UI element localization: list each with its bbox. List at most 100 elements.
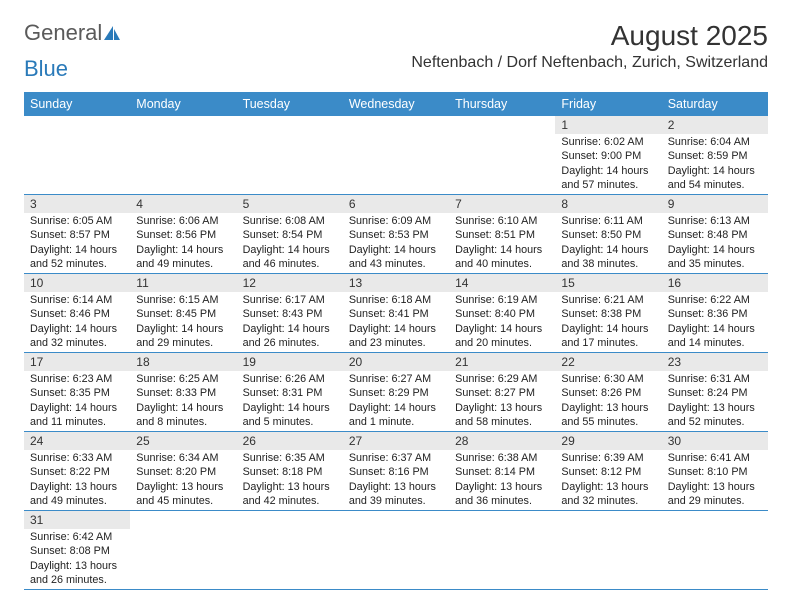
day-detail: Sunrise: 6:23 AMSunset: 8:35 PMDaylight:… [24,371,130,431]
weekday-header: Friday [555,92,661,116]
day-number: 7 [449,195,555,213]
calendar-cell: 22Sunrise: 6:30 AMSunset: 8:26 PMDayligh… [555,353,661,432]
calendar-cell: 3Sunrise: 6:05 AMSunset: 8:57 PMDaylight… [24,195,130,274]
day-detail: Sunrise: 6:42 AMSunset: 8:08 PMDaylight:… [24,529,130,589]
day-detail: Sunrise: 6:14 AMSunset: 8:46 PMDaylight:… [24,292,130,352]
calendar-cell: 25Sunrise: 6:34 AMSunset: 8:20 PMDayligh… [130,432,236,511]
day-number: 15 [555,274,661,292]
calendar-cell: 30Sunrise: 6:41 AMSunset: 8:10 PMDayligh… [662,432,768,511]
calendar-row: 3Sunrise: 6:05 AMSunset: 8:57 PMDaylight… [24,195,768,274]
weekday-header-row: SundayMondayTuesdayWednesdayThursdayFrid… [24,92,768,116]
brand-text-1: General [24,20,102,46]
day-detail: Sunrise: 6:09 AMSunset: 8:53 PMDaylight:… [343,213,449,273]
day-number: 25 [130,432,236,450]
weekday-header: Saturday [662,92,768,116]
calendar-cell: 12Sunrise: 6:17 AMSunset: 8:43 PMDayligh… [237,274,343,353]
day-number: 17 [24,353,130,371]
day-detail: Sunrise: 6:05 AMSunset: 8:57 PMDaylight:… [24,213,130,273]
calendar-row: 17Sunrise: 6:23 AMSunset: 8:35 PMDayligh… [24,353,768,432]
day-number: 16 [662,274,768,292]
sail-icon [102,24,122,42]
day-number: 24 [24,432,130,450]
day-detail: Sunrise: 6:26 AMSunset: 8:31 PMDaylight:… [237,371,343,431]
day-number: 26 [237,432,343,450]
weekday-header: Thursday [449,92,555,116]
day-detail: Sunrise: 6:10 AMSunset: 8:51 PMDaylight:… [449,213,555,273]
calendar-cell: 1Sunrise: 6:02 AMSunset: 9:00 PMDaylight… [555,116,661,195]
weekday-header: Tuesday [237,92,343,116]
day-detail: Sunrise: 6:25 AMSunset: 8:33 PMDaylight:… [130,371,236,431]
calendar-cell: 27Sunrise: 6:37 AMSunset: 8:16 PMDayligh… [343,432,449,511]
day-detail: Sunrise: 6:37 AMSunset: 8:16 PMDaylight:… [343,450,449,510]
day-number: 4 [130,195,236,213]
location-text: Neftenbach / Dorf Neftenbach, Zurich, Sw… [411,54,768,72]
title-block: August 2025 Neftenbach / Dorf Neftenbach… [411,20,768,72]
day-detail: Sunrise: 6:21 AMSunset: 8:38 PMDaylight:… [555,292,661,352]
calendar-cell-empty [130,116,236,195]
weekday-header: Monday [130,92,236,116]
day-number: 18 [130,353,236,371]
day-detail: Sunrise: 6:17 AMSunset: 8:43 PMDaylight:… [237,292,343,352]
day-detail: Sunrise: 6:34 AMSunset: 8:20 PMDaylight:… [130,450,236,510]
calendar-cell: 31Sunrise: 6:42 AMSunset: 8:08 PMDayligh… [24,511,130,590]
day-number: 9 [662,195,768,213]
calendar-cell: 7Sunrise: 6:10 AMSunset: 8:51 PMDaylight… [449,195,555,274]
day-detail: Sunrise: 6:39 AMSunset: 8:12 PMDaylight:… [555,450,661,510]
calendar-cell: 9Sunrise: 6:13 AMSunset: 8:48 PMDaylight… [662,195,768,274]
day-number: 12 [237,274,343,292]
calendar-cell: 29Sunrise: 6:39 AMSunset: 8:12 PMDayligh… [555,432,661,511]
day-number: 20 [343,353,449,371]
weekday-header: Sunday [24,92,130,116]
day-detail: Sunrise: 6:33 AMSunset: 8:22 PMDaylight:… [24,450,130,510]
day-detail: Sunrise: 6:38 AMSunset: 8:14 PMDaylight:… [449,450,555,510]
calendar-table: SundayMondayTuesdayWednesdayThursdayFrid… [24,92,768,590]
day-number: 29 [555,432,661,450]
day-number: 19 [237,353,343,371]
calendar-cell: 4Sunrise: 6:06 AMSunset: 8:56 PMDaylight… [130,195,236,274]
day-detail: Sunrise: 6:06 AMSunset: 8:56 PMDaylight:… [130,213,236,273]
day-number: 14 [449,274,555,292]
day-number: 22 [555,353,661,371]
day-number: 23 [662,353,768,371]
calendar-cell: 5Sunrise: 6:08 AMSunset: 8:54 PMDaylight… [237,195,343,274]
day-detail: Sunrise: 6:18 AMSunset: 8:41 PMDaylight:… [343,292,449,352]
calendar-cell: 6Sunrise: 6:09 AMSunset: 8:53 PMDaylight… [343,195,449,274]
calendar-cell-empty [555,511,661,590]
day-number: 6 [343,195,449,213]
calendar-cell-empty [343,116,449,195]
calendar-row: 10Sunrise: 6:14 AMSunset: 8:46 PMDayligh… [24,274,768,353]
day-detail: Sunrise: 6:41 AMSunset: 8:10 PMDaylight:… [662,450,768,510]
day-number: 2 [662,116,768,134]
day-number: 1 [555,116,661,134]
calendar-body: 1Sunrise: 6:02 AMSunset: 9:00 PMDaylight… [24,116,768,590]
calendar-cell: 11Sunrise: 6:15 AMSunset: 8:45 PMDayligh… [130,274,236,353]
brand-logo: General [24,20,124,46]
calendar-cell: 21Sunrise: 6:29 AMSunset: 8:27 PMDayligh… [449,353,555,432]
day-detail: Sunrise: 6:27 AMSunset: 8:29 PMDaylight:… [343,371,449,431]
calendar-cell-empty [343,511,449,590]
calendar-cell-empty [130,511,236,590]
calendar-cell: 18Sunrise: 6:25 AMSunset: 8:33 PMDayligh… [130,353,236,432]
calendar-cell-empty [24,116,130,195]
day-detail: Sunrise: 6:13 AMSunset: 8:48 PMDaylight:… [662,213,768,273]
calendar-row: 31Sunrise: 6:42 AMSunset: 8:08 PMDayligh… [24,511,768,590]
day-number: 27 [343,432,449,450]
calendar-cell: 10Sunrise: 6:14 AMSunset: 8:46 PMDayligh… [24,274,130,353]
calendar-cell: 2Sunrise: 6:04 AMSunset: 8:59 PMDaylight… [662,116,768,195]
day-detail: Sunrise: 6:29 AMSunset: 8:27 PMDaylight:… [449,371,555,431]
month-title: August 2025 [411,20,768,52]
day-number: 5 [237,195,343,213]
calendar-row: 1Sunrise: 6:02 AMSunset: 9:00 PMDaylight… [24,116,768,195]
calendar-cell: 15Sunrise: 6:21 AMSunset: 8:38 PMDayligh… [555,274,661,353]
calendar-cell: 16Sunrise: 6:22 AMSunset: 8:36 PMDayligh… [662,274,768,353]
calendar-cell: 19Sunrise: 6:26 AMSunset: 8:31 PMDayligh… [237,353,343,432]
day-detail: Sunrise: 6:04 AMSunset: 8:59 PMDaylight:… [662,134,768,194]
calendar-cell: 20Sunrise: 6:27 AMSunset: 8:29 PMDayligh… [343,353,449,432]
day-detail: Sunrise: 6:08 AMSunset: 8:54 PMDaylight:… [237,213,343,273]
day-detail: Sunrise: 6:35 AMSunset: 8:18 PMDaylight:… [237,450,343,510]
day-number: 31 [24,511,130,529]
day-detail: Sunrise: 6:15 AMSunset: 8:45 PMDaylight:… [130,292,236,352]
calendar-cell: 24Sunrise: 6:33 AMSunset: 8:22 PMDayligh… [24,432,130,511]
calendar-cell-empty [237,511,343,590]
day-number: 8 [555,195,661,213]
